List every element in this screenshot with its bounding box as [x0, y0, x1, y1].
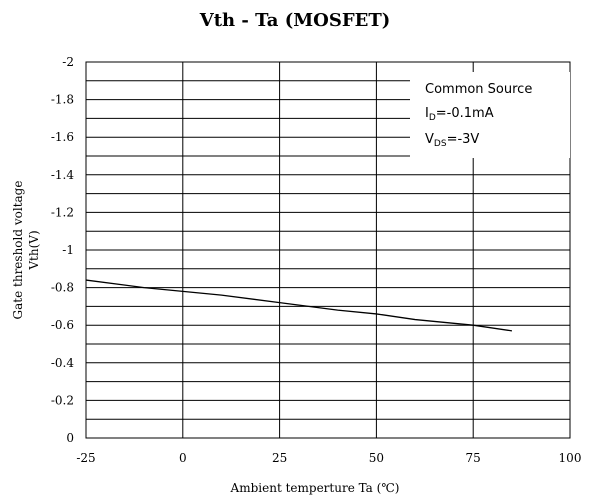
y-tick-label: -0.2	[51, 393, 74, 407]
legend-line-id: ID=-0.1mA	[425, 106, 494, 123]
legend-background	[410, 72, 570, 158]
y-tick-label: -1.6	[51, 130, 74, 144]
x-tick-label: 100	[559, 451, 582, 465]
y-tick-label: -1.2	[51, 205, 74, 219]
y-tick-label: -0.6	[51, 318, 74, 332]
y-tick-label: -0.4	[51, 356, 75, 370]
y-tick-labels: -2 -1.8 -1.6 -1.4 -1.2 -1 -0.8 -0.6 -0.4 -0.2 0	[51, 55, 75, 445]
legend-line-vds: VDS=-3V	[425, 132, 479, 149]
x-tick-label: 0	[179, 451, 187, 465]
x-axis-label: Ambient temperture Ta (℃)	[230, 481, 400, 495]
x-tick-label: -25	[76, 451, 95, 465]
y-tick-label: 0	[66, 431, 74, 445]
y-axis-label-line2: Vth(V)	[27, 230, 41, 270]
legend-id-sub: D	[429, 113, 436, 123]
x-tick-label: 25	[272, 451, 287, 465]
x-tick-labels: -25 0 25 50 75 100	[76, 451, 581, 465]
legend: Common Source ID=-0.1mA VDS=-3V	[410, 72, 570, 158]
legend-line-common-source: Common Source	[425, 82, 532, 97]
legend-vds-sub: DS	[434, 139, 447, 149]
plot-frame	[85, 61, 571, 439]
series-layer	[85, 279, 513, 332]
chart-title: Vth - Ta (MOSFET)	[199, 10, 391, 31]
y-tick-label: -1.4	[51, 168, 75, 182]
y-tick-label: -1.8	[51, 93, 74, 107]
y-tick-label: -2	[62, 55, 74, 69]
legend-vds-rest: =-3V	[447, 132, 480, 147]
y-axis-label-line1: Gate threshold voltage	[11, 181, 25, 320]
x-tick-label: 75	[466, 451, 481, 465]
legend-vds-main: V	[425, 132, 434, 147]
y-tick-label: -0.8	[51, 281, 74, 295]
legend-id-main: I	[425, 106, 429, 121]
grid	[86, 62, 570, 438]
series-line-vth	[85, 279, 513, 332]
y-tick-label: -1	[62, 243, 74, 257]
legend-id-rest: =-0.1mA	[436, 106, 494, 121]
x-tick-label: 50	[369, 451, 384, 465]
